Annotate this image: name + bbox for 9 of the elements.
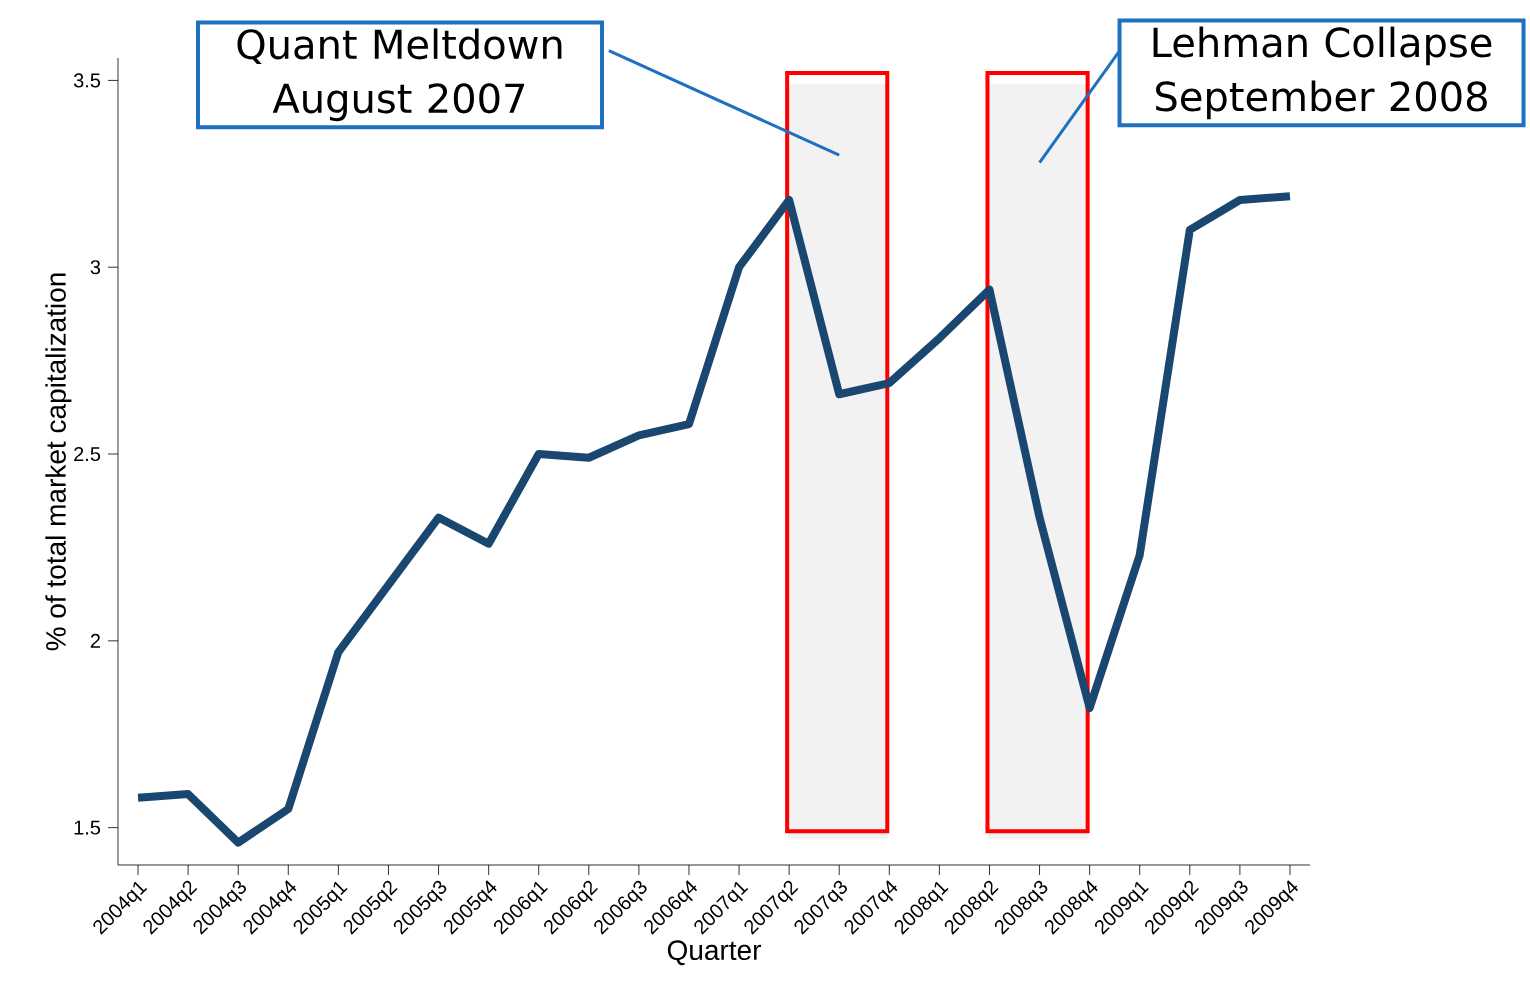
y-axis-title: % of total market capitalization xyxy=(45,273,72,651)
y-tick-label: 1.5 xyxy=(74,820,101,835)
y-tick-label: 3 xyxy=(90,260,101,275)
y-tick-label: 2 xyxy=(90,633,100,648)
x-axis-title: Quarter xyxy=(667,940,762,966)
annotation: Lehman Collapse September 2008 xyxy=(1153,26,1492,120)
annotation: Quant Meltdown August 2007 xyxy=(237,28,562,122)
y-tick-label: 2.5 xyxy=(74,446,101,462)
y-tick-label: 3.5 xyxy=(73,73,101,88)
